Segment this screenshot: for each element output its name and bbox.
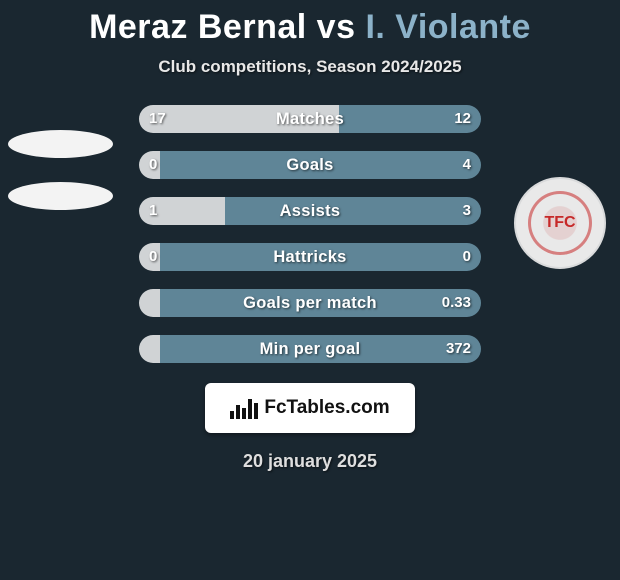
club-crest-monogram: TFC (528, 191, 592, 255)
subtitle: Club competitions, Season 2024/2025 (0, 57, 620, 77)
stat-value-right: 4 (463, 151, 471, 179)
comparison-bars: Matches1712Goals04Assists13Hattricks00Go… (139, 105, 481, 363)
stat-bar: Matches17 12 (139, 105, 481, 133)
player2-name: I. Violante (365, 8, 530, 46)
fctables-icon (230, 397, 258, 419)
stat-value-right: 3 (463, 197, 471, 225)
stat-label: Goals per match (139, 289, 481, 317)
stat-label: Assists (139, 197, 481, 225)
crest-placeholder (8, 130, 113, 158)
stat-value-right: 0.33 (442, 289, 471, 317)
stat-bar: Hattricks0 0 (139, 243, 481, 271)
club-crest-ring: TFC (514, 177, 606, 269)
stat-value-left: 17 (149, 105, 166, 133)
player1-crest-area (5, 115, 115, 225)
player2-crest-area: TFC (505, 168, 615, 278)
stat-bar: Goals0 4 (139, 151, 481, 179)
crest-placeholder (8, 182, 113, 210)
stat-label: Goals (139, 151, 481, 179)
stat-bar: Min per goal372 (139, 335, 481, 363)
stat-label: Hattricks (139, 243, 481, 271)
source-logo-text: FcTables.com (264, 397, 389, 419)
comparison-title: Meraz Bernal vs I. Violante (0, 0, 620, 47)
stat-value-left: 0 (149, 243, 157, 271)
stat-value-right: 0 (463, 243, 471, 271)
stat-value-left: 1 (149, 197, 157, 225)
stat-bar: Goals per match0.33 (139, 289, 481, 317)
title-connector: vs (317, 8, 356, 46)
source-logo: FcTables.com (205, 383, 415, 433)
stat-value-left: 0 (149, 151, 157, 179)
stat-value-right: 12 (454, 105, 471, 133)
stat-label: Min per goal (139, 335, 481, 363)
stat-bar: Assists1 3 (139, 197, 481, 225)
player1-name: Meraz Bernal (89, 8, 307, 46)
stat-value-right: 372 (446, 335, 471, 363)
snapshot-date: 20 january 2025 (0, 451, 620, 472)
stat-label: Matches (139, 105, 481, 133)
